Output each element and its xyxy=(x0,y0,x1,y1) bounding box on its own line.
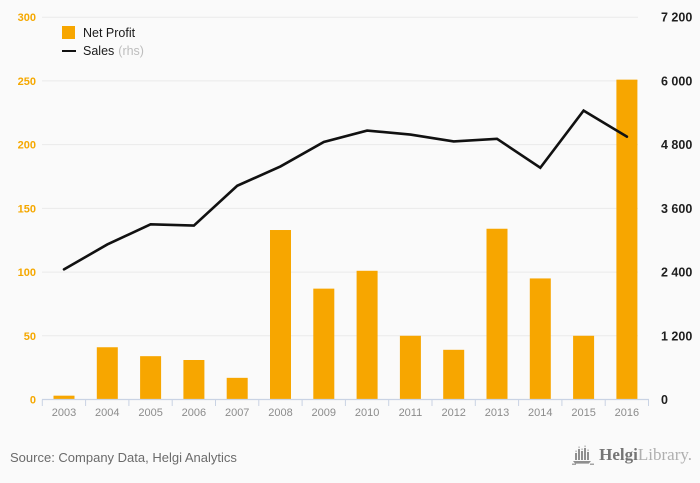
bar-2007 xyxy=(226,377,248,400)
left-axis-label-0: 0 xyxy=(30,395,36,407)
legend-sales-suffix: (rhs) xyxy=(118,43,144,58)
x-axis-label-2014: 2014 xyxy=(528,407,552,419)
bar-2011 xyxy=(399,335,421,400)
right-axis-label-6: 7 200 xyxy=(661,11,692,25)
net-profit-sales-chart: 0 0 50 1 200 100 2 400 150 3 600 200 4 800 250 6 00… xyxy=(18,11,693,419)
bar-2016 xyxy=(616,79,638,400)
right-axis-label-1: 1 200 xyxy=(661,329,692,343)
legend-item-sales: Sales (rhs) xyxy=(62,43,144,58)
right-axis-label-0: 0 xyxy=(661,393,668,407)
x-axis-label-2008: 2008 xyxy=(268,407,292,419)
right-axis-label-2: 2 400 xyxy=(661,266,692,280)
x-axis-label-2003: 2003 xyxy=(52,407,76,419)
bar-2012 xyxy=(443,349,465,400)
bar-2013 xyxy=(486,228,508,400)
bar-2010 xyxy=(356,270,378,400)
left-axis-label-100: 100 xyxy=(18,267,36,279)
bar-2009 xyxy=(313,288,335,400)
right-axis-label-3: 3 600 xyxy=(661,202,692,216)
sales-line-swatch-icon xyxy=(62,49,76,52)
x-axis-label-2005: 2005 xyxy=(138,407,162,419)
x-axis-label-2016: 2016 xyxy=(615,407,639,419)
left-axis-label-300: 300 xyxy=(18,12,36,24)
bar-2004 xyxy=(96,347,118,400)
logo-text-helgi: Helgi xyxy=(599,445,638,464)
right-axis-label-5: 6 000 xyxy=(661,74,692,88)
legend-sales-label: Sales xyxy=(83,43,115,58)
right-axis-label-4: 4 800 xyxy=(661,138,692,152)
bar-2003 xyxy=(53,395,75,400)
x-axis-label-2006: 2006 xyxy=(182,407,206,419)
bar-2015 xyxy=(573,335,595,400)
bar-2008 xyxy=(270,230,291,400)
bar-2014 xyxy=(529,278,551,400)
net-profit-swatch-icon xyxy=(62,26,75,39)
x-axis-label-2015: 2015 xyxy=(571,407,595,419)
left-axis-label-150: 150 xyxy=(18,203,36,215)
x-axis-label-2012: 2012 xyxy=(441,407,465,419)
chart-canvas: 0 0 50 1 200 100 2 400 150 3 600 200 4 800 250 6 00… xyxy=(18,11,693,419)
x-axis-label-2004: 2004 xyxy=(95,407,119,419)
x-axis-label-2010: 2010 xyxy=(355,407,379,419)
legend-net-profit-label: Net Profit xyxy=(83,25,136,40)
bar-2005 xyxy=(140,356,162,400)
bar-2006 xyxy=(183,359,205,400)
helgi-library-logo[interactable]: Helgi Library. xyxy=(572,444,692,466)
x-axis-label-2009: 2009 xyxy=(312,407,336,419)
left-axis-label-250: 250 xyxy=(18,76,36,88)
left-axis-label-50: 50 xyxy=(24,331,36,343)
x-axis-label-2011: 2011 xyxy=(399,407,423,419)
helgi-library-skyline-icon xyxy=(572,445,595,465)
left-axis-label-200: 200 xyxy=(18,140,36,152)
sales-line xyxy=(62,108,629,271)
logo-text-library: Library. xyxy=(637,445,692,464)
x-axis-label-2007: 2007 xyxy=(225,407,249,419)
legend-item-net-profit: Net Profit xyxy=(62,25,144,40)
chart-legend: Net Profit Sales (rhs) xyxy=(62,25,144,58)
x-axis-label-2013: 2013 xyxy=(485,407,509,419)
source-note: Source: Company Data, Helgi Analytics xyxy=(10,450,237,465)
